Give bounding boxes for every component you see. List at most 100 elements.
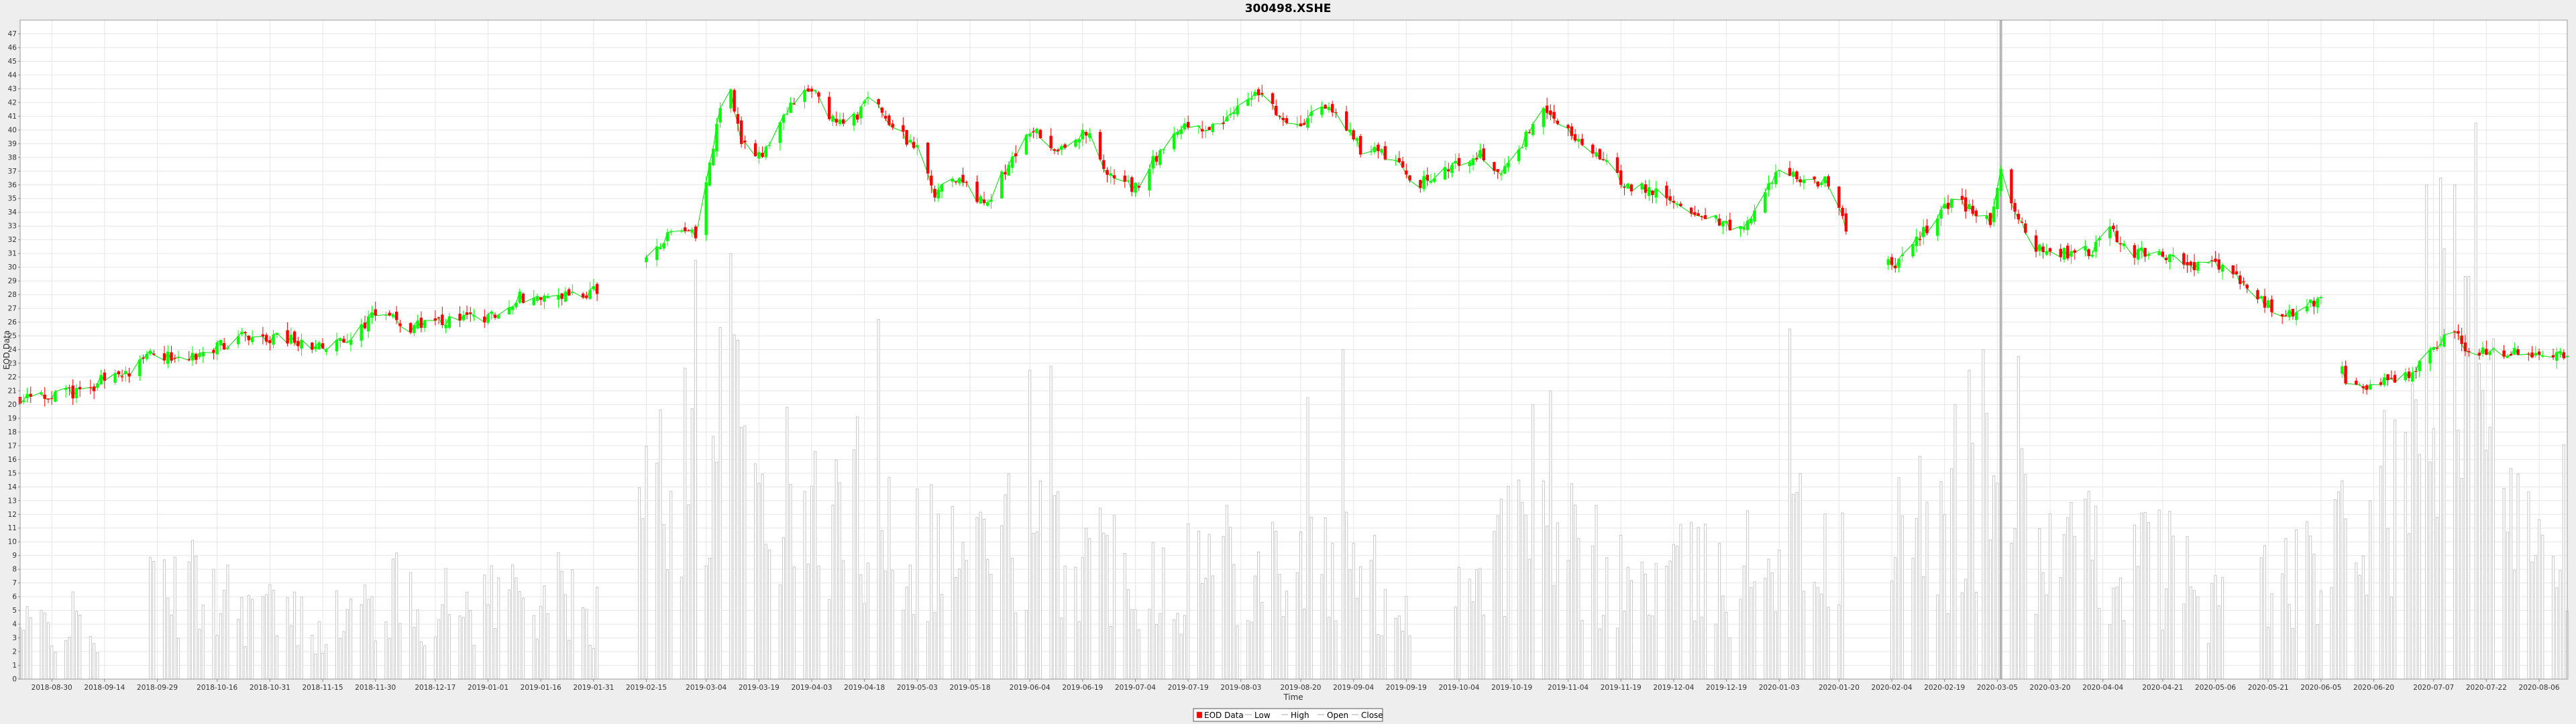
candle-body <box>782 115 786 123</box>
candle-body <box>739 120 743 144</box>
volume-bar <box>1359 566 1362 680</box>
candle-body <box>1060 145 1063 150</box>
volume-bar <box>1827 607 1830 680</box>
candle-body <box>2477 353 2481 356</box>
volume-bar <box>2477 363 2481 680</box>
candle-body <box>335 339 339 352</box>
candle-body <box>2157 251 2161 255</box>
candle-body <box>1531 123 1535 135</box>
volume-bar <box>2460 477 2463 680</box>
candle-body <box>982 199 986 203</box>
volume-bar <box>708 557 712 680</box>
volume-bar <box>1992 475 1996 680</box>
x-tick-label: 2019-07-04 <box>1115 684 1156 692</box>
volume-bar <box>1507 485 1510 680</box>
volume-bar <box>926 621 930 680</box>
candle-body <box>1246 99 1250 106</box>
volume-bar <box>1176 613 1179 680</box>
volume-bar <box>1112 515 1116 680</box>
candle-body <box>1900 254 1904 257</box>
volume-bar <box>568 640 571 680</box>
candle-body <box>1802 180 1806 184</box>
x-tick-label: 2020-06-20 <box>2353 684 2394 692</box>
candle-body <box>1974 210 1978 217</box>
candle-body <box>1295 124 1299 125</box>
candle-body <box>1408 175 1411 181</box>
candle-body <box>25 394 29 398</box>
candle-body <box>2488 351 2491 355</box>
volume-bar <box>2098 607 2101 680</box>
volume-bar <box>2393 419 2397 680</box>
volume-bar <box>292 591 297 680</box>
volume-bar <box>1988 539 1992 680</box>
volume-bar <box>1820 593 1823 680</box>
candle-body <box>518 292 521 303</box>
volume-bar <box>1260 602 1264 680</box>
candle-body <box>1837 186 1841 208</box>
volume-bar <box>645 446 648 680</box>
candle-body <box>444 324 447 328</box>
volume-bar <box>1081 557 1084 680</box>
candle-body <box>690 229 694 233</box>
candle-body <box>694 226 698 239</box>
volume-bar <box>2284 538 2288 680</box>
volume-bar <box>2059 577 2062 680</box>
volume-bar <box>753 463 757 680</box>
y-tick-label: 43 <box>8 85 17 93</box>
volume-bar <box>1601 615 1605 680</box>
candle-body <box>1527 132 1532 133</box>
candle-body <box>2189 261 2193 265</box>
candle-body <box>665 232 669 241</box>
volume-bar <box>690 408 694 680</box>
candle-body <box>367 316 370 332</box>
candle-body <box>1053 149 1057 151</box>
candle-body <box>1595 152 1598 157</box>
volume-bar <box>493 628 497 680</box>
candle-body <box>289 335 293 344</box>
volume-bar <box>1401 630 1405 680</box>
candle-body <box>2013 202 2017 212</box>
volume-bar <box>2024 474 2027 680</box>
candle-body <box>394 311 398 320</box>
volume-bar <box>2383 410 2386 680</box>
candle-body <box>1964 197 1968 212</box>
volume-bar <box>1352 542 1355 680</box>
volume-bar <box>880 530 883 680</box>
candle-body <box>2263 296 2267 308</box>
y-tick-label: 32 <box>8 236 17 244</box>
volume-bar <box>2467 276 2471 680</box>
candle-body <box>532 298 535 306</box>
y-tick-label: 2 <box>12 648 17 656</box>
candle-body <box>708 162 712 186</box>
candle-body <box>1285 118 1289 123</box>
volume-bar <box>786 407 789 680</box>
x-tick-label: 2019-06-04 <box>1010 684 1051 692</box>
x-tick-label: 2020-05-06 <box>2195 684 2236 692</box>
candle-body <box>345 342 349 343</box>
candle-body <box>659 248 662 249</box>
candle-body <box>1507 162 1510 168</box>
candle-body <box>2284 315 2288 316</box>
y-tick-label: 14 <box>8 483 17 491</box>
candle-body <box>761 153 764 158</box>
candle-body <box>1605 160 1609 162</box>
volume-bar <box>2259 557 2263 680</box>
candle-body <box>419 317 423 328</box>
volume-bar <box>507 589 511 680</box>
candle-body <box>2164 257 2168 260</box>
volume-bar <box>1640 561 1644 680</box>
candle-body <box>1918 239 1922 241</box>
candle-body <box>975 182 979 202</box>
candle-body <box>936 189 941 198</box>
candle-body <box>1717 219 1721 226</box>
volume-bar <box>1925 501 1929 680</box>
volume-bar <box>1126 589 1130 680</box>
volume-bar <box>2045 594 2048 680</box>
candle-body <box>2235 271 2239 275</box>
volume-bar <box>1524 515 1527 680</box>
y-tick-label: 31 <box>8 250 17 258</box>
candle-body <box>2024 223 2027 233</box>
candle-body <box>1373 147 1377 153</box>
volume-bar <box>803 491 806 680</box>
candle-body <box>46 398 50 400</box>
